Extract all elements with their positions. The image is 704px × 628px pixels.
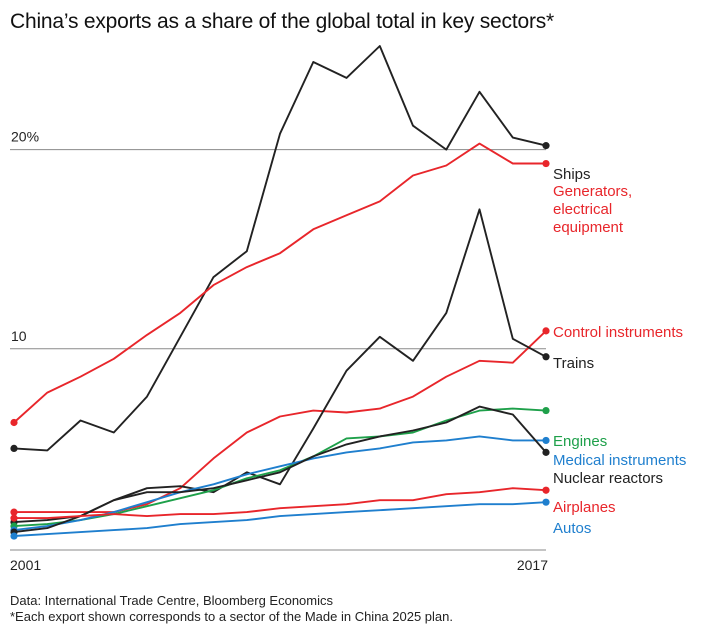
end-dot-ships <box>542 142 550 150</box>
series-label-nuclear-reactors: Nuclear reactors <box>553 470 663 487</box>
series-line-ships <box>13 45 547 452</box>
end-dot-autos <box>542 498 550 506</box>
end-dot-generators-electrical-equipment <box>542 159 550 168</box>
start-dot-airplanes <box>10 514 18 522</box>
source-note: Data: International Trade Centre, Bloomb… <box>10 593 334 608</box>
series-label-airplanes: Airplanes <box>553 499 616 516</box>
series-label-generators-electrical-equipment-line-3: equipment <box>553 219 624 236</box>
series-label-medical-instruments: Medical instruments <box>553 452 686 469</box>
series-line-airplanes <box>13 487 547 520</box>
series-label-trains: Trains <box>553 355 594 372</box>
series-line-nuclear-reactors <box>13 405 547 534</box>
x-tick-label-2001: 2001 <box>10 557 41 573</box>
series-label-control-instruments: Control instruments <box>553 324 683 341</box>
footnote: *Each export shown corresponds to a sect… <box>10 609 453 624</box>
series-label-autos: Autos <box>553 520 591 537</box>
end-dot-airplanes <box>542 486 550 494</box>
end-dot-control-instruments <box>542 327 550 335</box>
end-dot-nuclear-reactors <box>542 448 550 456</box>
series-line-trains <box>13 208 547 524</box>
start-dot-autos <box>10 532 18 540</box>
end-dot-engines <box>542 406 550 415</box>
chart-title: China’s exports as a share of the global… <box>10 10 555 33</box>
series-line-control-instruments <box>13 329 547 514</box>
reference-label-20: 20% <box>11 129 39 145</box>
series-line-autos <box>13 501 547 537</box>
end-dot-trains <box>542 353 550 361</box>
series-label-generators-electrical-equipment-line-2: electrical <box>553 201 612 218</box>
series-label-engines: Engines <box>553 433 607 450</box>
x-tick-label-2017: 2017 <box>517 557 548 573</box>
series-label-ships: Ships <box>553 166 591 183</box>
reference-label-10: 10 <box>11 328 27 344</box>
start-dot-generators-electrical-equipment <box>10 418 18 427</box>
series-line-generators-electrical-equipment <box>13 142 547 424</box>
start-dot-ships <box>10 444 18 452</box>
end-dot-medical-instruments <box>542 436 550 445</box>
series-label-generators-electrical-equipment-line-1: Generators, <box>553 183 632 200</box>
start-dot-control-instruments <box>10 508 18 516</box>
